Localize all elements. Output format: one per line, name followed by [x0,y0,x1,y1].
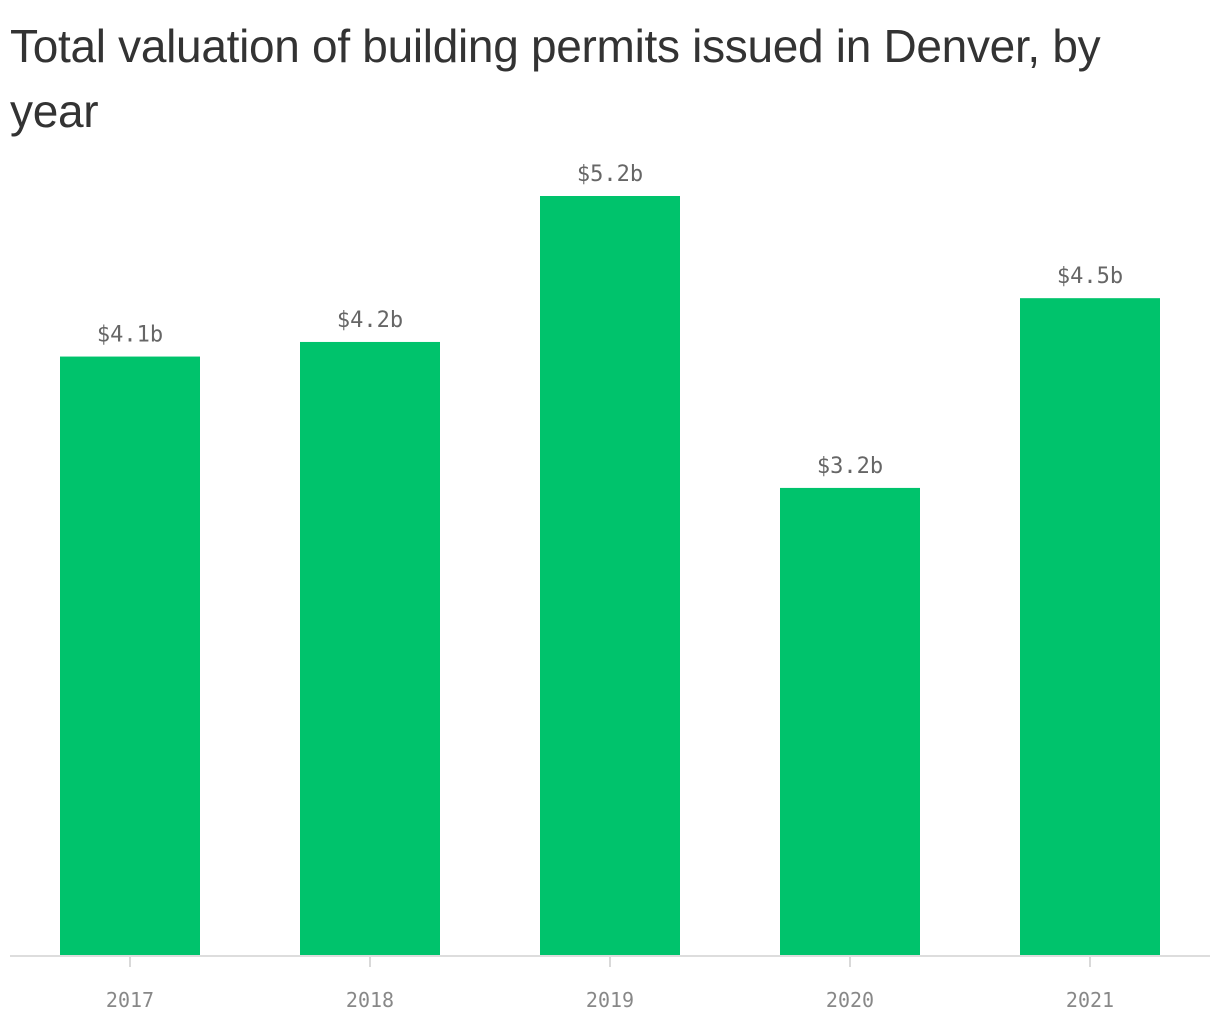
data-label-2017: $4.1b [97,323,163,348]
data-label-2018: $4.2b [337,308,403,333]
x-tick-label-2017: 2017 [106,988,154,1012]
chart-title: Total valuation of building permits issu… [10,20,1101,137]
bars-layer: $4.1b $4.2b $5.2b $3.2b $4.5b [60,162,1160,955]
bar-2018 [300,341,440,955]
x-tick-label-2021: 2021 [1066,988,1114,1012]
bar-2021 [1020,298,1160,955]
bar-2020 [780,487,920,955]
x-tick-label-2019: 2019 [586,988,634,1012]
data-label-2021: $4.5b [1057,264,1123,289]
ticks-layer: 2017 2018 2019 2020 2021 [106,957,1114,1012]
x-tick-label-2020: 2020 [826,988,874,1012]
bar-2017 [60,356,200,955]
x-tick-label-2018: 2018 [346,988,394,1012]
data-label-2020: $3.2b [817,454,883,479]
bar-2019 [540,196,680,955]
data-label-2019: $5.2b [577,162,643,187]
